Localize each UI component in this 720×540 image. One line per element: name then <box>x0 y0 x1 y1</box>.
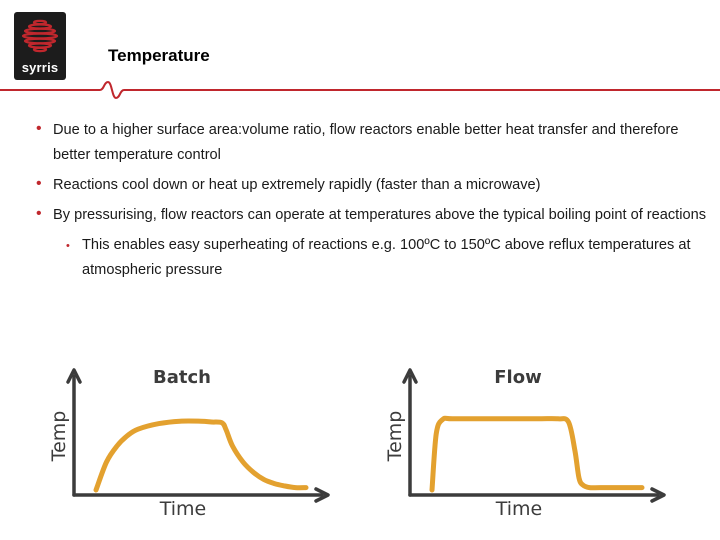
x-axis-arrow-icon <box>650 487 666 503</box>
bullet-dot-icon: • <box>36 175 42 192</box>
y-axis-label: Temp <box>384 411 406 463</box>
bullet-item: • Reactions cool down or heat up extreme… <box>36 173 706 198</box>
x-axis-label: Time <box>159 498 207 520</box>
header-divider <box>0 80 720 100</box>
flow-temp-curve <box>429 415 645 493</box>
y-axis-arrow-icon <box>402 368 418 384</box>
batch-chart: Batch Temp Time <box>48 367 330 520</box>
sub-bullet-text: This enables easy superheating of reacti… <box>82 237 691 278</box>
bullet-item: • By pressurising, flow reactors can ope… <box>36 203 706 228</box>
chart-title: Batch <box>153 367 211 388</box>
flow-chart: Flow Temp Time <box>384 367 666 520</box>
batch-temp-curve <box>93 418 309 493</box>
coiled-reactor-logo-icon <box>21 19 59 53</box>
bullet-text: Reactions cool down or heat up extremely… <box>53 177 541 193</box>
bullet-dot-icon: • <box>36 120 42 137</box>
slide-title: Temperature <box>108 46 210 65</box>
bullet-item: • Due to a higher surface area:volume ra… <box>36 118 706 168</box>
y-axis-arrow-icon <box>66 368 82 384</box>
y-axis-label: Temp <box>48 411 70 463</box>
syrris-logo: syrris <box>14 12 66 80</box>
sub-bullet-dot-icon: • <box>66 240 70 252</box>
sub-bullet-item: • This enables easy superheating of reac… <box>36 233 706 283</box>
logo-text: syrris <box>21 60 59 75</box>
bullet-text: By pressurising, flow reactors can opera… <box>53 207 707 223</box>
x-axis-arrow-icon <box>314 487 330 503</box>
bullet-text: Due to a higher surface area:volume rati… <box>53 122 679 163</box>
bullet-list: • Due to a higher surface area:volume ra… <box>36 118 706 283</box>
bullet-dot-icon: • <box>36 205 42 222</box>
x-axis-label: Time <box>495 498 543 520</box>
chart-title: Flow <box>494 367 541 388</box>
